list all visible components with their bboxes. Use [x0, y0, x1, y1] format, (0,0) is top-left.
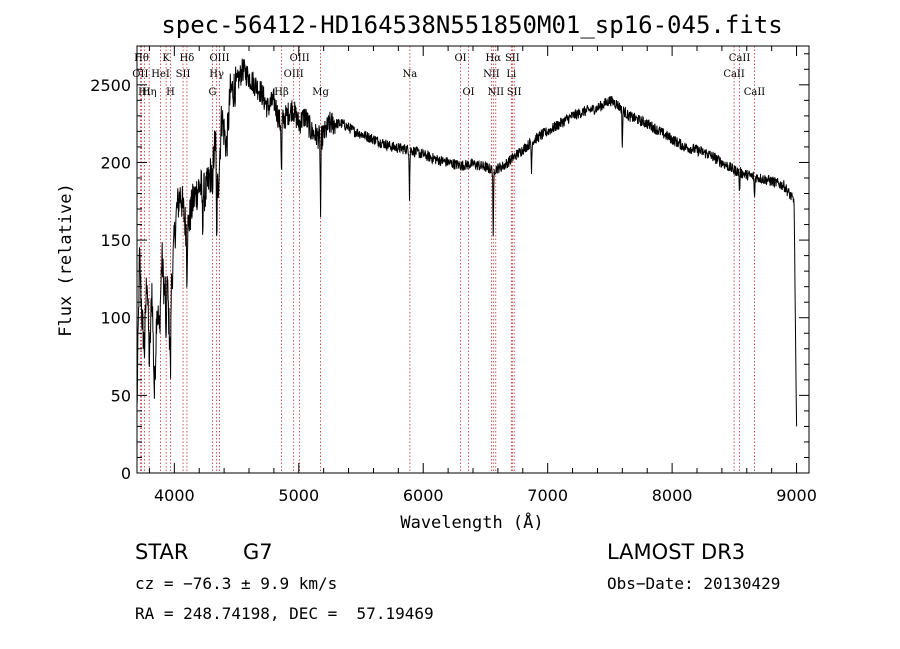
- object-subclass: G7: [243, 540, 273, 564]
- line-label-1: OII: [132, 69, 148, 80]
- line-label-17: OI: [454, 53, 466, 64]
- y-tick-label-2: 100: [100, 309, 131, 328]
- y-tick-label-5: 2500: [90, 76, 131, 95]
- x-axis-ticks: 4000 5000 6000 7000 8000 9000: [148, 46, 817, 505]
- x-tick-label-3: 7000: [527, 486, 568, 505]
- line-label-19: NII: [483, 69, 500, 80]
- line-label-10: Hγ: [209, 69, 224, 80]
- line-label-26: CaII: [729, 53, 751, 64]
- spectral-line-labels: HθOIIHιHηHeIKHSIIHδGHγOIIIHβOIIIOIIIMgNa…: [132, 53, 765, 98]
- spectrum-line: [136, 58, 798, 427]
- x-tick-label-4: 8000: [652, 486, 693, 505]
- survey-name: LAMOST DR3: [607, 540, 746, 564]
- line-label-12: Hβ: [274, 87, 289, 98]
- x-tick-label-5: 9000: [776, 486, 817, 505]
- line-label-0: Hθ: [134, 53, 149, 64]
- x-tick-label-1: 5000: [278, 486, 319, 505]
- y-axis-label: Flux (relative): [56, 183, 76, 337]
- y-tick-label-1: 50: [111, 386, 131, 405]
- line-label-21: NII: [487, 87, 504, 98]
- line-label-15: Mg: [312, 87, 329, 98]
- x-axis-label: Wavelength (Å): [400, 511, 543, 533]
- cz-value: cz = −76.3 ± 9.9 km/s: [135, 574, 338, 593]
- obs-date: Obs−Date: 20130429: [607, 574, 781, 593]
- line-label-7: SII: [176, 69, 191, 80]
- chart-title: spec-56412-HD164538N551850M01_sp16-045.f…: [161, 11, 782, 39]
- y-axis-ticks: 0 50 100 150 200 2500: [90, 53, 809, 483]
- line-label-24: SII: [507, 87, 522, 98]
- line-label-20: Hα: [486, 53, 502, 64]
- line-label-2: Hι: [138, 87, 151, 98]
- line-label-16: Na: [403, 69, 418, 80]
- line-label-11: OIII: [209, 53, 229, 64]
- line-label-22: Li: [506, 69, 516, 80]
- line-label-18: OI: [462, 87, 474, 98]
- line-label-14: OIII: [290, 53, 310, 64]
- line-label-4: HeI: [151, 69, 170, 80]
- plot-frame: [136, 45, 810, 474]
- line-label-23: SII: [505, 53, 520, 64]
- spectral-line-markers: [139, 46, 755, 473]
- y-tick-label-0: 0: [121, 464, 131, 483]
- line-label-5: K: [162, 53, 170, 64]
- line-label-8: Hδ: [180, 53, 195, 64]
- line-label-13: OIII: [284, 69, 304, 80]
- coordinates: RA = 248.74198, DEC = 57.19469: [135, 604, 434, 623]
- line-label-27: CaII: [744, 87, 766, 98]
- line-label-9: G: [209, 87, 217, 98]
- object-class: STAR: [135, 540, 189, 564]
- x-tick-label-0: 4000: [154, 486, 195, 505]
- line-label-3: Hη: [142, 87, 157, 98]
- x-tick-label-2: 6000: [403, 486, 444, 505]
- y-tick-label-4: 200: [100, 153, 131, 172]
- line-label-25: CaII: [723, 69, 745, 80]
- line-label-6: H: [166, 87, 175, 98]
- y-tick-label-3: 150: [100, 231, 131, 250]
